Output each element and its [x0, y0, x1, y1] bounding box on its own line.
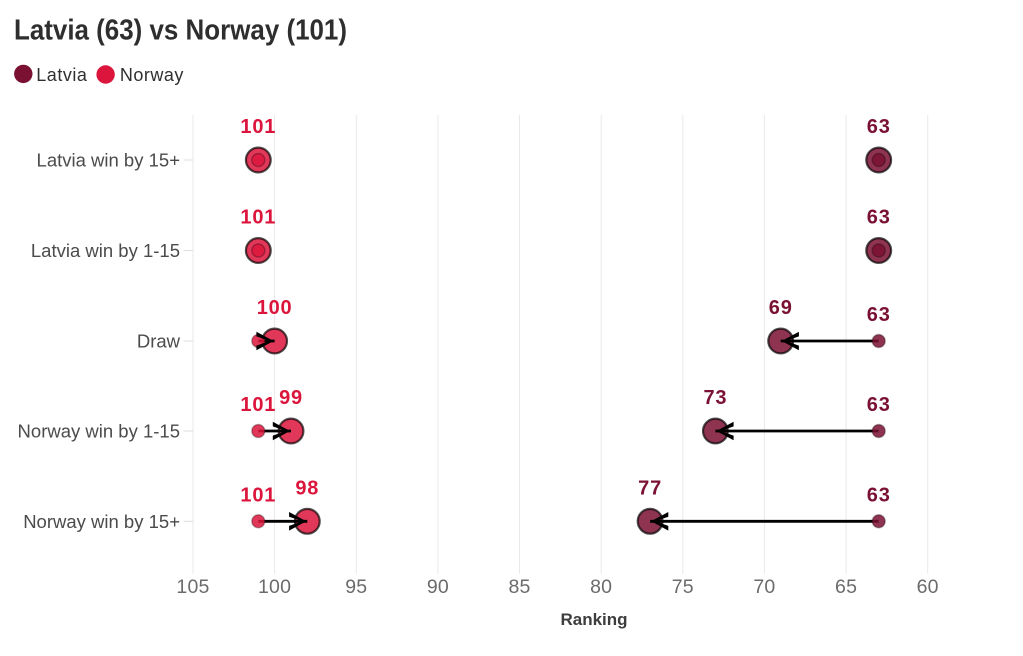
svg-text:60: 60 [917, 576, 939, 598]
svg-text:63: 63 [867, 304, 891, 326]
svg-text:90: 90 [427, 576, 449, 598]
svg-text:Norway win by 15+: Norway win by 15+ [23, 511, 180, 532]
svg-text:101: 101 [240, 394, 276, 416]
svg-text:101: 101 [240, 207, 276, 229]
svg-text:105: 105 [176, 576, 209, 598]
svg-text:85: 85 [508, 576, 530, 598]
svg-text:73: 73 [703, 387, 727, 409]
svg-text:69: 69 [769, 297, 793, 319]
svg-text:101: 101 [240, 116, 276, 138]
svg-text:77: 77 [638, 477, 662, 499]
svg-text:Latvia: Latvia [36, 65, 88, 85]
svg-text:65: 65 [835, 576, 857, 598]
svg-text:98: 98 [295, 477, 319, 499]
svg-text:Latvia (63) vs Norway (101): Latvia (63) vs Norway (101) [14, 14, 347, 46]
svg-text:63: 63 [867, 394, 891, 416]
svg-text:101: 101 [240, 484, 276, 506]
svg-text:Ranking: Ranking [560, 610, 627, 629]
svg-text:Norway win by 1-15: Norway win by 1-15 [18, 421, 180, 442]
svg-text:99: 99 [279, 387, 303, 409]
svg-text:100: 100 [258, 576, 291, 598]
svg-text:63: 63 [867, 207, 891, 229]
svg-text:70: 70 [753, 576, 775, 598]
svg-text:Norway: Norway [120, 65, 184, 85]
svg-text:Draw: Draw [137, 331, 181, 352]
svg-text:63: 63 [867, 116, 891, 138]
svg-text:Latvia win by 15+: Latvia win by 15+ [37, 150, 180, 171]
svg-text:63: 63 [867, 484, 891, 506]
svg-text:95: 95 [345, 576, 367, 598]
svg-text:100: 100 [257, 297, 293, 319]
svg-text:80: 80 [590, 576, 612, 598]
svg-text:Latvia win by 1-15: Latvia win by 1-15 [31, 240, 180, 261]
svg-text:75: 75 [672, 576, 694, 598]
